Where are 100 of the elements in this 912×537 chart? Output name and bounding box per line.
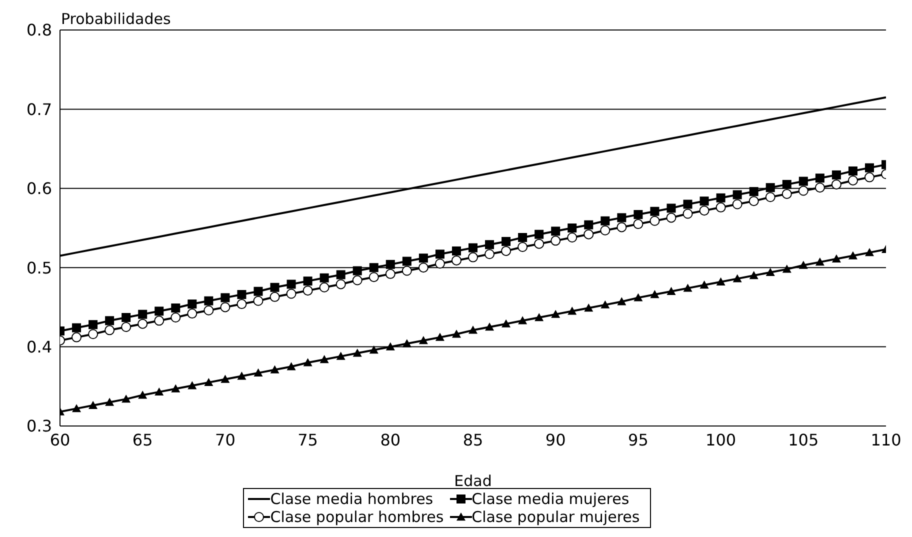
point	[237, 372, 246, 380]
point	[468, 326, 478, 334]
point	[220, 374, 230, 383]
point	[699, 206, 710, 216]
point	[154, 316, 164, 326]
point	[270, 282, 280, 292]
point	[204, 305, 214, 316]
point	[286, 362, 296, 370]
point	[237, 290, 246, 300]
x-tick-label: 105	[788, 430, 819, 450]
point	[204, 378, 214, 386]
x-tick-label: 85	[462, 430, 484, 450]
point	[138, 318, 148, 329]
point	[385, 268, 396, 279]
point	[584, 229, 594, 240]
point	[650, 290, 660, 298]
y-tick-label: 0.7	[26, 100, 52, 119]
point	[534, 230, 544, 239]
point	[386, 260, 395, 269]
point	[798, 260, 808, 269]
point	[303, 358, 312, 366]
point	[864, 163, 874, 172]
point	[732, 274, 742, 282]
point	[72, 404, 82, 412]
point	[434, 258, 445, 269]
point	[138, 310, 148, 319]
point	[683, 284, 692, 292]
point	[402, 266, 412, 276]
point	[485, 322, 494, 331]
x-tick-label: 95	[628, 430, 648, 450]
point	[254, 286, 263, 296]
point	[633, 219, 644, 230]
point	[138, 390, 148, 399]
y-axis-title: Probabilidades	[61, 10, 171, 28]
legend-label: Clase media mujeres	[472, 490, 630, 508]
point	[848, 251, 858, 260]
point	[584, 303, 594, 312]
point	[336, 270, 346, 280]
legend-label: Clase media hombres	[270, 490, 434, 508]
point	[617, 213, 626, 222]
point	[485, 240, 494, 250]
point	[700, 196, 709, 206]
y-tick-label: 0.8	[26, 20, 52, 40]
point	[567, 232, 578, 243]
point	[253, 296, 264, 306]
point	[798, 186, 808, 196]
x-tick-label: 110	[870, 430, 902, 450]
point	[732, 190, 742, 200]
point	[187, 308, 198, 319]
point	[204, 296, 214, 306]
point	[386, 342, 395, 350]
point	[352, 266, 362, 276]
point	[104, 325, 115, 336]
point	[551, 310, 560, 318]
point	[864, 172, 874, 182]
point	[832, 254, 841, 262]
point	[551, 226, 560, 236]
point	[534, 238, 544, 249]
point	[171, 384, 180, 392]
point	[154, 387, 164, 396]
point	[418, 254, 428, 263]
point	[484, 249, 495, 260]
point	[303, 276, 312, 286]
x-tick-label: 60	[50, 430, 70, 450]
point	[122, 394, 131, 403]
point	[468, 252, 478, 262]
point	[748, 196, 759, 206]
point	[336, 352, 346, 360]
point	[616, 222, 627, 232]
point	[270, 365, 280, 374]
x-tick-label: 80	[380, 430, 401, 450]
point	[154, 306, 164, 316]
point	[749, 271, 758, 280]
point	[584, 220, 594, 230]
point	[369, 263, 378, 272]
point	[88, 400, 98, 410]
point	[766, 183, 775, 192]
point	[502, 236, 511, 246]
point	[700, 280, 709, 289]
point	[765, 192, 776, 202]
point	[650, 206, 660, 216]
point	[418, 336, 428, 344]
point	[88, 329, 98, 340]
point	[368, 272, 379, 282]
point	[732, 199, 742, 210]
point	[518, 242, 528, 252]
point	[270, 292, 280, 302]
point	[220, 302, 230, 312]
point	[815, 258, 824, 266]
point	[666, 212, 676, 223]
point	[600, 216, 610, 226]
point	[188, 381, 197, 390]
point	[402, 339, 412, 348]
point	[170, 312, 181, 322]
point	[302, 286, 313, 296]
point	[683, 200, 692, 209]
x-tick-label: 75	[298, 430, 318, 450]
point	[848, 175, 858, 186]
point	[171, 303, 180, 312]
point	[568, 306, 577, 315]
